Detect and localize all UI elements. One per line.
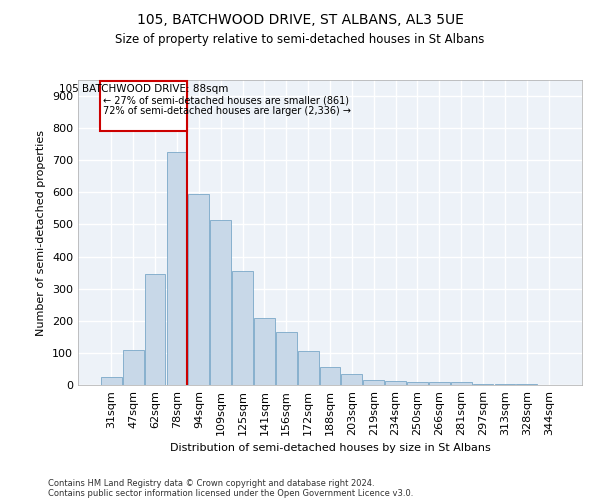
Bar (385, 381, 406, 385)
Bar (429, 382, 450, 385)
Bar (341, 374, 362, 385)
Bar (494, 384, 515, 385)
Bar (210, 220, 231, 385)
Bar (232, 271, 253, 385)
Text: Contains HM Land Registry data © Crown copyright and database right 2024.: Contains HM Land Registry data © Crown c… (48, 478, 374, 488)
Text: 105, BATCHWOOD DRIVE, ST ALBANS, AL3 5UE: 105, BATCHWOOD DRIVE, ST ALBANS, AL3 5UE (137, 12, 463, 26)
Bar (451, 382, 472, 385)
Bar (188, 194, 209, 385)
Bar (407, 382, 428, 385)
X-axis label: Distribution of semi-detached houses by size in St Albans: Distribution of semi-detached houses by … (170, 444, 490, 454)
Bar (145, 274, 166, 385)
Bar (473, 384, 493, 385)
Bar (320, 368, 340, 385)
Bar (517, 384, 537, 385)
Text: Contains public sector information licensed under the Open Government Licence v3: Contains public sector information licen… (48, 488, 413, 498)
Bar (364, 380, 384, 385)
FancyBboxPatch shape (100, 80, 187, 132)
Text: Size of property relative to semi-detached houses in St Albans: Size of property relative to semi-detach… (115, 32, 485, 46)
Y-axis label: Number of semi-detached properties: Number of semi-detached properties (37, 130, 46, 336)
Text: 105 BATCHWOOD DRIVE: 88sqm: 105 BATCHWOOD DRIVE: 88sqm (59, 84, 228, 94)
Bar (101, 377, 122, 385)
Bar (298, 352, 319, 385)
Bar (254, 318, 275, 385)
Text: ← 27% of semi-detached houses are smaller (861): ← 27% of semi-detached houses are smalle… (103, 95, 349, 105)
Bar (167, 152, 187, 385)
Bar (276, 332, 296, 385)
Bar (123, 350, 143, 385)
Text: 72% of semi-detached houses are larger (2,336) →: 72% of semi-detached houses are larger (… (103, 106, 350, 116)
